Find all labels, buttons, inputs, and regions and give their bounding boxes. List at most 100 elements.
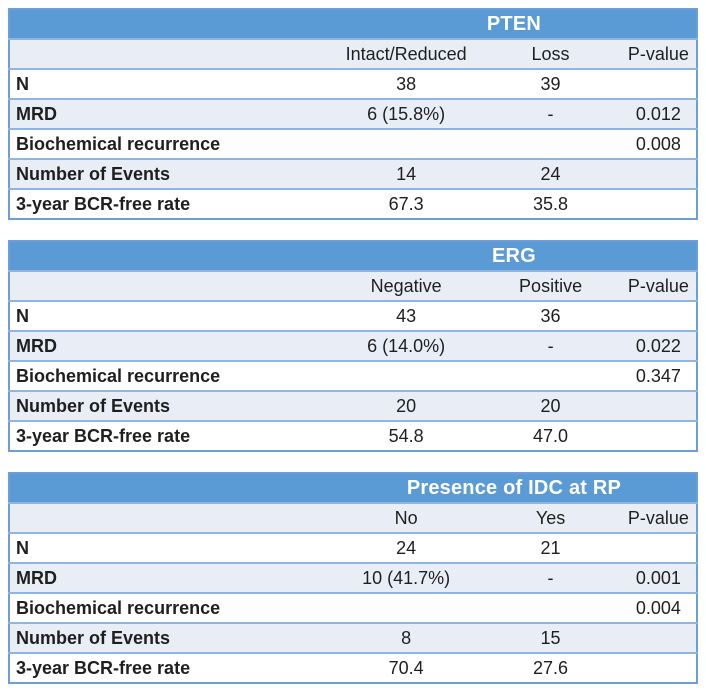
row-label: MRD <box>9 330 332 361</box>
title-spacer <box>9 241 332 271</box>
column-header-row: No Yes P-value <box>9 502 697 533</box>
table-row: Biochemical recurrence 0.347 <box>9 360 697 391</box>
column-header-empty <box>9 502 332 533</box>
table-row: 3-year BCR-free rate 54.8 47.0 <box>9 420 697 451</box>
cell-value <box>331 360 481 391</box>
cell-value: 6 (15.8%) <box>331 98 481 129</box>
row-label: N <box>9 300 332 331</box>
column-header: Positive <box>480 270 621 301</box>
table-title-bar: ERG <box>9 241 697 271</box>
table-title-bar: Presence of IDC at RP <box>9 473 697 503</box>
title-spacer <box>9 473 332 503</box>
cell-value: 0.347 <box>620 360 697 391</box>
cell-value: 0.022 <box>620 330 697 361</box>
row-label: Number of Events <box>9 158 332 189</box>
cell-value: 21 <box>480 532 621 563</box>
cell-value: 0.012 <box>620 98 697 129</box>
row-label: 3-year BCR-free rate <box>9 652 332 683</box>
table-row: Biochemical recurrence 0.004 <box>9 592 697 623</box>
results-table-pten: PTEN Intact/Reduced Loss P-value N 38 39… <box>8 8 698 220</box>
cell-value: 6 (14.0%) <box>331 330 481 361</box>
column-header: No <box>331 502 481 533</box>
table-pten: PTEN Intact/Reduced Loss P-value N 38 39… <box>8 8 698 220</box>
table-row: 3-year BCR-free rate 70.4 27.6 <box>9 652 697 683</box>
row-label: Biochemical recurrence <box>9 128 332 159</box>
column-header: Negative <box>331 270 481 301</box>
table-title: Presence of IDC at RP <box>331 473 697 503</box>
cell-value: 43 <box>331 300 481 331</box>
table-row: MRD 6 (15.8%) - 0.012 <box>9 98 697 129</box>
cell-value: 36 <box>480 300 621 331</box>
cell-value: 39 <box>480 68 621 99</box>
cell-value: 20 <box>331 390 481 421</box>
cell-value <box>620 300 697 331</box>
cell-value: 15 <box>480 622 621 653</box>
column-header: Intact/Reduced <box>331 38 481 69</box>
cell-value: 10 (41.7%) <box>331 562 481 593</box>
cell-value <box>480 360 621 391</box>
results-table-erg: ERG Negative Positive P-value N 43 36 MR… <box>8 240 698 452</box>
cell-value: 70.4 <box>331 652 481 683</box>
column-header-row: Negative Positive P-value <box>9 270 697 301</box>
table-row: Number of Events 8 15 <box>9 622 697 653</box>
column-header: Loss <box>480 38 621 69</box>
column-header: P-value <box>620 270 697 301</box>
row-label: Biochemical recurrence <box>9 360 332 391</box>
cell-value <box>620 188 697 219</box>
column-header-row: Intact/Reduced Loss P-value <box>9 38 697 69</box>
table-row: N 38 39 <box>9 68 697 99</box>
row-label: MRD <box>9 98 332 129</box>
table-idc: Presence of IDC at RP No Yes P-value N 2… <box>8 472 698 684</box>
results-table-idc: Presence of IDC at RP No Yes P-value N 2… <box>8 472 698 684</box>
cell-value: 67.3 <box>331 188 481 219</box>
cell-value <box>620 652 697 683</box>
cell-value <box>620 420 697 451</box>
title-spacer <box>9 9 332 39</box>
cell-value <box>480 128 621 159</box>
cell-value <box>620 622 697 653</box>
column-header-empty <box>9 38 332 69</box>
cell-value: 27.6 <box>480 652 621 683</box>
cell-value: - <box>480 330 621 361</box>
table-title-bar: PTEN <box>9 9 697 39</box>
cell-value: 54.8 <box>331 420 481 451</box>
column-header: P-value <box>620 502 697 533</box>
table-title: ERG <box>331 241 697 271</box>
row-label: 3-year BCR-free rate <box>9 188 332 219</box>
row-label: N <box>9 532 332 563</box>
table-row: MRD 6 (14.0%) - 0.022 <box>9 330 697 361</box>
table-row: MRD 10 (41.7%) - 0.001 <box>9 562 697 593</box>
column-header-empty <box>9 270 332 301</box>
table-row: 3-year BCR-free rate 67.3 35.8 <box>9 188 697 219</box>
cell-value <box>620 532 697 563</box>
table-erg: ERG Negative Positive P-value N 43 36 MR… <box>8 240 698 452</box>
cell-value <box>480 592 621 623</box>
cell-value <box>620 390 697 421</box>
cell-value: 38 <box>331 68 481 99</box>
table-title: PTEN <box>331 9 697 39</box>
cell-value <box>620 68 697 99</box>
column-header: P-value <box>620 38 697 69</box>
row-label: Biochemical recurrence <box>9 592 332 623</box>
column-header: Yes <box>480 502 621 533</box>
cell-value <box>331 128 481 159</box>
table-row: Biochemical recurrence 0.008 <box>9 128 697 159</box>
table-row: N 43 36 <box>9 300 697 331</box>
row-label: MRD <box>9 562 332 593</box>
cell-value: - <box>480 562 621 593</box>
cell-value: 14 <box>331 158 481 189</box>
table-row: Number of Events 20 20 <box>9 390 697 421</box>
row-label: N <box>9 68 332 99</box>
row-label: Number of Events <box>9 390 332 421</box>
row-label: Number of Events <box>9 622 332 653</box>
cell-value: 0.008 <box>620 128 697 159</box>
table-row: Number of Events 14 24 <box>9 158 697 189</box>
cell-value: 47.0 <box>480 420 621 451</box>
cell-value: 20 <box>480 390 621 421</box>
cell-value: 35.8 <box>480 188 621 219</box>
row-label: 3-year BCR-free rate <box>9 420 332 451</box>
cell-value: 8 <box>331 622 481 653</box>
cell-value: - <box>480 98 621 129</box>
cell-value <box>331 592 481 623</box>
